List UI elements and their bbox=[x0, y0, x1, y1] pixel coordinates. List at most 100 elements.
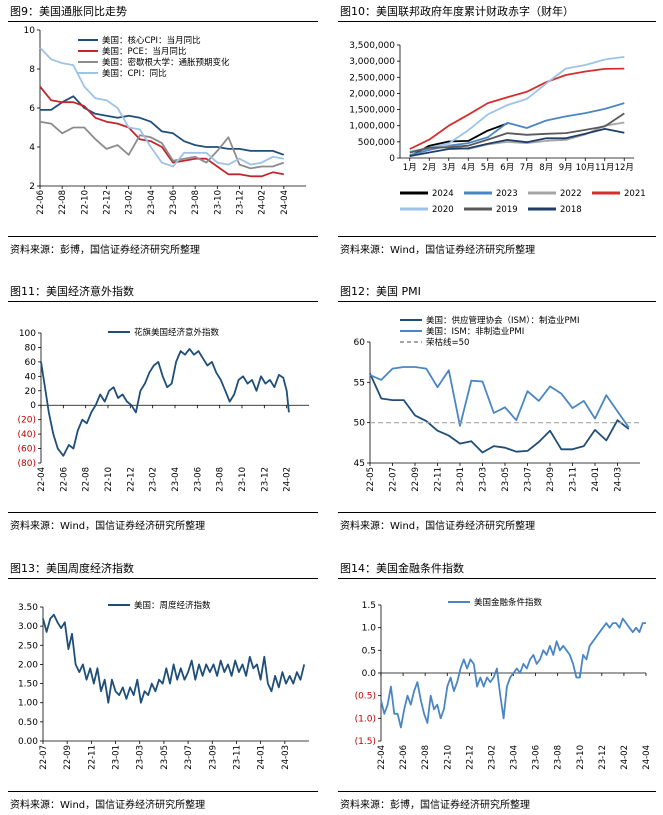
y-tick-label: 100 bbox=[19, 329, 36, 339]
x-tick-label: 22-06 bbox=[59, 467, 69, 492]
title-rule bbox=[338, 301, 656, 302]
x-tick-label: 23-09 bbox=[208, 745, 218, 770]
y-tick-label: 4 bbox=[29, 143, 35, 153]
x-tick-label: 23-05 bbox=[501, 467, 511, 492]
x-tick-label: 22-04 bbox=[37, 467, 47, 492]
legend-label: 美国：密歇根大学：通胀预期变化 bbox=[102, 57, 230, 68]
series-line-pce bbox=[39, 86, 284, 178]
y-tick-label: 3,000,000 bbox=[349, 57, 395, 67]
x-tick-label: 24-03 bbox=[281, 745, 291, 770]
x-tick-label: 22-09 bbox=[411, 467, 421, 492]
x-tick-label: 23-11 bbox=[232, 745, 242, 770]
x-tick-label: 23-04 bbox=[510, 745, 520, 770]
chart-title: 图13：美国周度经济指数 bbox=[10, 562, 134, 575]
legend-label: 美国：供应管理协会（ISM）：制造业PMI bbox=[426, 315, 579, 326]
y-tick-label: 6 bbox=[29, 104, 35, 114]
y-tick-label: 1,500,000 bbox=[349, 106, 395, 116]
x-tick-label: 3月 bbox=[442, 163, 456, 173]
title-rule bbox=[338, 578, 656, 579]
legend-label: 2023 bbox=[496, 189, 518, 199]
x-tick-label: 23-12 bbox=[598, 745, 608, 770]
x-tick-label: 22-12 bbox=[126, 467, 136, 492]
x-tick-label: 24-03 bbox=[614, 467, 624, 492]
legend-label: 2020 bbox=[432, 205, 454, 215]
x-tick-label: 23-04 bbox=[171, 467, 181, 492]
source-note: 资料来源：彭博，国信证券经济研究所整理 bbox=[340, 800, 530, 811]
y-tick-label: 0.5 bbox=[362, 646, 376, 656]
series-line-2018 bbox=[409, 128, 625, 157]
x-tick-label: 23-05 bbox=[160, 745, 170, 770]
x-tick-label: 22-04 bbox=[377, 745, 387, 770]
y-tick-label: 1.50 bbox=[18, 680, 38, 690]
legend-label: 美国：周度经济指数 bbox=[134, 600, 211, 611]
x-tick-label: 24-02 bbox=[283, 467, 293, 492]
x-tick-label: 23-10 bbox=[238, 467, 248, 492]
legend-label: 荣枯线=50 bbox=[426, 337, 469, 348]
legend-label: 2021 bbox=[624, 189, 646, 199]
x-tick-label: 23-11 bbox=[569, 467, 579, 492]
y-tick-label: 3,500,000 bbox=[349, 41, 395, 51]
y-tick-label: 60 bbox=[25, 358, 37, 368]
x-tick-label: 24-01 bbox=[257, 745, 267, 770]
y-tick-label: 20 bbox=[25, 387, 37, 397]
x-tick-label: 23-08 bbox=[216, 467, 226, 492]
x-tick-label: 23-09 bbox=[546, 467, 556, 492]
series-line-cpi bbox=[39, 46, 284, 168]
series-line-ism-pmi bbox=[369, 373, 630, 454]
series-line-2024 bbox=[409, 122, 508, 158]
y-tick-label: (1.5) bbox=[355, 737, 376, 747]
legend-label: 美国：CPI：同比 bbox=[102, 68, 167, 79]
y-tick-label: 1.0 bbox=[362, 624, 377, 634]
y-tick-label: (80) bbox=[18, 459, 36, 469]
x-tick-label: 23-06 bbox=[532, 745, 542, 770]
chart-title: 图9：美国通胀同比走势 bbox=[10, 5, 127, 18]
x-tick-label: 8月 bbox=[539, 163, 553, 173]
x-tick-label: 23-01 bbox=[112, 745, 122, 770]
y-tick-label: 40 bbox=[25, 372, 37, 382]
source-rule bbox=[338, 791, 656, 792]
legend-label: 美国：PCE：当月同比 bbox=[102, 46, 186, 57]
y-tick-label: 1.5 bbox=[362, 601, 376, 611]
x-tick-label: 22-10 bbox=[443, 745, 453, 770]
title-rule bbox=[8, 301, 318, 302]
x-tick-label: 24-02 bbox=[620, 745, 630, 770]
series-line-2019 bbox=[409, 112, 625, 154]
y-tick-label: (20) bbox=[18, 416, 36, 426]
y-tick-label: 2 bbox=[29, 182, 35, 192]
x-tick-label: 22-06 bbox=[36, 190, 46, 215]
chart-title: 图14：美国金融条件指数 bbox=[340, 562, 464, 575]
y-tick-label: 10 bbox=[24, 26, 36, 36]
x-tick-label: 22-08 bbox=[82, 467, 92, 492]
y-tick-label: 0.50 bbox=[18, 718, 38, 728]
y-tick-label: 2,500,000 bbox=[349, 73, 395, 83]
source-note: 资料来源：彭博，国信证券经济研究所整理 bbox=[10, 245, 200, 256]
series-line-ism-pmi bbox=[369, 366, 630, 429]
y-tick-label: 2.00 bbox=[18, 660, 38, 670]
chart-title: 图10：美国联邦政府年度累计财政赤字（财年） bbox=[340, 5, 574, 18]
y-tick-label: 55 bbox=[354, 378, 365, 388]
x-tick-label: 23-06 bbox=[193, 467, 203, 492]
source-rule bbox=[8, 236, 318, 237]
y-tick-label: 0.00 bbox=[18, 737, 38, 747]
x-tick-label: 24-02 bbox=[258, 190, 268, 215]
source-rule bbox=[338, 236, 656, 237]
y-tick-label: 60 bbox=[354, 338, 366, 348]
x-tick-label: 22-12 bbox=[103, 190, 113, 215]
legend-label: 花旗美国经济意外指数 bbox=[134, 327, 220, 338]
x-tick-label: 22-05 bbox=[366, 467, 376, 492]
x-tick-label: 22-06 bbox=[399, 745, 409, 770]
title-rule bbox=[338, 21, 656, 22]
x-tick-label: 9月 bbox=[559, 163, 573, 173]
series-line-2023 bbox=[409, 102, 625, 156]
x-tick-label: 4月 bbox=[461, 163, 475, 173]
series-line-series bbox=[39, 120, 285, 170]
y-tick-label: (60) bbox=[18, 445, 36, 455]
series-line-series bbox=[40, 348, 290, 457]
source-note: 资料来源：Wind，国信证券经济研究所整理 bbox=[340, 521, 536, 532]
x-tick-label: 24-04 bbox=[642, 745, 652, 770]
x-tick-label: 22-09 bbox=[63, 745, 73, 770]
y-tick-label: 8 bbox=[29, 65, 35, 75]
y-tick-label: 80 bbox=[25, 343, 37, 353]
